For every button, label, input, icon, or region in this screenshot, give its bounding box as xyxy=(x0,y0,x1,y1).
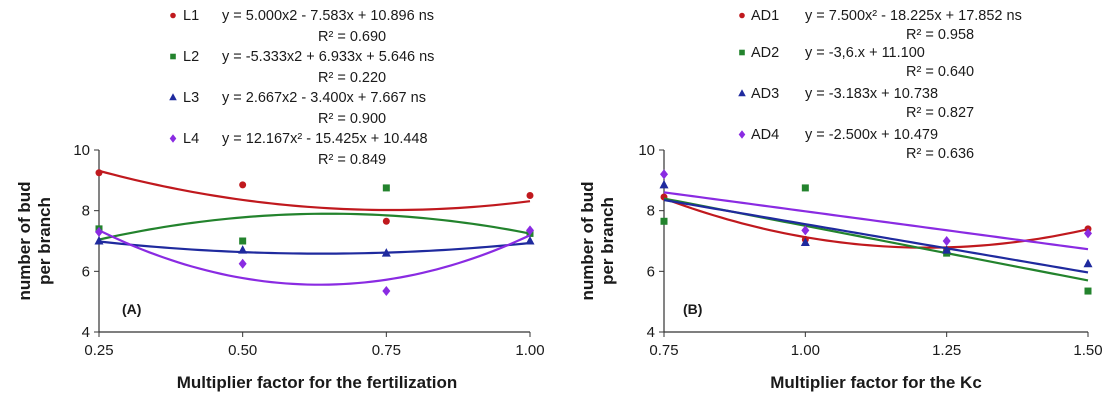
data-point-l3 xyxy=(94,236,104,245)
legend-r2: R² = 0.849 xyxy=(318,152,386,168)
data-point-ad3 xyxy=(800,237,810,247)
data-point-l3 xyxy=(381,248,391,257)
y-tick-label: 6 xyxy=(82,263,90,280)
panel-label: (A) xyxy=(122,301,141,317)
legend-marker-l2 xyxy=(170,53,176,60)
data-point-l4 xyxy=(238,258,247,269)
legend-r2: R² = 0.900 xyxy=(318,111,386,127)
trend-line-ad3 xyxy=(663,198,1089,274)
y-tick-label: 4 xyxy=(647,324,655,341)
data-point-ad2 xyxy=(801,184,809,192)
x-tick-label: 1.50 xyxy=(1073,342,1102,359)
y-axis-title: number of budper branch xyxy=(15,182,54,301)
series-ad1 xyxy=(660,193,1092,254)
legend-r2: R² = 0.636 xyxy=(906,146,974,162)
legend-name: L4 xyxy=(183,131,199,147)
y-axis-title: number of budper branch xyxy=(578,182,617,301)
trend-line-ad4 xyxy=(663,191,1089,251)
legend-equation: y = -2.500x + 10.479 xyxy=(805,127,938,143)
data-point-ad3 xyxy=(942,245,952,254)
data-point-ad2 xyxy=(660,217,668,225)
series-ad4 xyxy=(660,169,1092,251)
series-l4 xyxy=(95,225,534,297)
legend-marker-ad2 xyxy=(739,49,745,56)
legend-r2: R² = 0.827 xyxy=(906,105,974,121)
x-tick-label: 0.25 xyxy=(84,342,113,359)
legend-name: L1 xyxy=(183,8,199,24)
series-l1 xyxy=(95,169,534,225)
x-tick-label: 1.25 xyxy=(932,342,961,359)
trend-line-l4 xyxy=(98,229,531,286)
series-l2 xyxy=(95,184,534,245)
trend-line-l2 xyxy=(98,212,531,241)
legend-r2: R² = 0.958 xyxy=(906,27,974,43)
data-point-l1 xyxy=(239,181,247,189)
data-point-l4 xyxy=(526,225,534,236)
legend-equation: y = 5.000x2 - 7.583x + 10.896 ns xyxy=(222,8,434,24)
trend-line-l3 xyxy=(98,240,531,255)
chart-panel-b: 4 6 8 10 0.75 1.00 1.25 1.50 Multiplier factor f… xyxy=(578,8,1103,392)
legend-marker-l3 xyxy=(169,93,177,101)
data-point-l2 xyxy=(239,237,247,245)
legend-name: L2 xyxy=(183,49,199,65)
legend-name: AD2 xyxy=(751,45,779,61)
legend-name: AD3 xyxy=(751,86,779,102)
data-point-l2 xyxy=(382,184,390,192)
legend-r2: R² = 0.690 xyxy=(318,29,386,45)
x-axis-title: Multiplier factor for the Kc xyxy=(770,373,982,392)
legend-r2: R² = 0.640 xyxy=(906,64,974,80)
data-point-ad4 xyxy=(660,169,668,180)
data-point-ad2 xyxy=(1084,287,1092,295)
y-tick-label: 8 xyxy=(82,203,90,220)
data-point-l1 xyxy=(526,192,534,199)
legend-name: L3 xyxy=(183,90,199,106)
data-point-ad3 xyxy=(659,179,669,189)
y-tick-label: 6 xyxy=(647,263,655,280)
data-point-l3 xyxy=(525,236,535,245)
x-tick-label: 1.00 xyxy=(791,342,820,359)
y-tick-label: 10 xyxy=(638,142,655,159)
legend-equation: y = -3.183x + 10.738 xyxy=(805,86,938,102)
data-point-l1 xyxy=(382,217,390,225)
legend-marker-ad4 xyxy=(738,130,746,139)
series-ad3 xyxy=(659,179,1093,274)
data-point-l1 xyxy=(95,169,103,177)
legend: AD1 y = 7.500x² - 18.225x + 17.852 ns R² =… xyxy=(738,8,1022,162)
legend-equation: y = -5.333x2 + 6.933x + 5.646 ns xyxy=(222,49,434,65)
legend-equation: y = 7.500x² - 18.225x + 17.852 ns xyxy=(805,8,1022,24)
chart-panel-a: 4 6 8 10 0.25 0.50 0.75 1.00 Multiplier factor f… xyxy=(15,8,545,392)
data-point-l4 xyxy=(382,286,391,297)
x-tick-label: 0.75 xyxy=(372,342,401,359)
data-point-ad4 xyxy=(1084,228,1092,239)
trend-line-l1 xyxy=(98,169,531,212)
legend-equation: y = 2.667x2 - 3.400x + 7.667 ns xyxy=(222,90,426,106)
legend-equation: y = -3,6.x + 11.100 xyxy=(805,45,925,61)
trend-line-ad1 xyxy=(663,197,1089,249)
legend-name: AD4 xyxy=(751,127,779,143)
x-tick-label: 1.00 xyxy=(515,342,544,359)
x-axis-title: Multiplier factor for the fertilization xyxy=(177,373,458,392)
data-point-l4 xyxy=(95,226,103,237)
data-point-l3 xyxy=(238,245,248,254)
legend-marker-l4 xyxy=(169,134,177,143)
y-tick-label: 10 xyxy=(73,142,90,159)
legend-marker-ad1 xyxy=(739,12,745,19)
y-tick-label: 4 xyxy=(82,324,90,341)
data-point-ad3 xyxy=(1083,258,1093,268)
legend-r2: R² = 0.220 xyxy=(318,70,386,86)
data-point-ad4 xyxy=(942,236,951,246)
legend-marker-ad3 xyxy=(738,89,746,97)
legend: L1 y = 5.000x2 - 7.583x + 10.896 ns R² = 0… xyxy=(169,8,434,168)
legend-equation: y = 12.167x² - 15.425x + 10.448 xyxy=(222,131,428,147)
panel-label: (B) xyxy=(683,301,702,317)
x-tick-label: 0.75 xyxy=(649,342,678,359)
legend-name: AD1 xyxy=(751,8,779,24)
series-l3 xyxy=(94,236,535,257)
x-tick-label: 0.50 xyxy=(228,342,257,359)
data-point-ad4 xyxy=(801,225,810,236)
legend-marker-l1 xyxy=(170,12,176,19)
y-tick-label: 8 xyxy=(647,203,655,220)
